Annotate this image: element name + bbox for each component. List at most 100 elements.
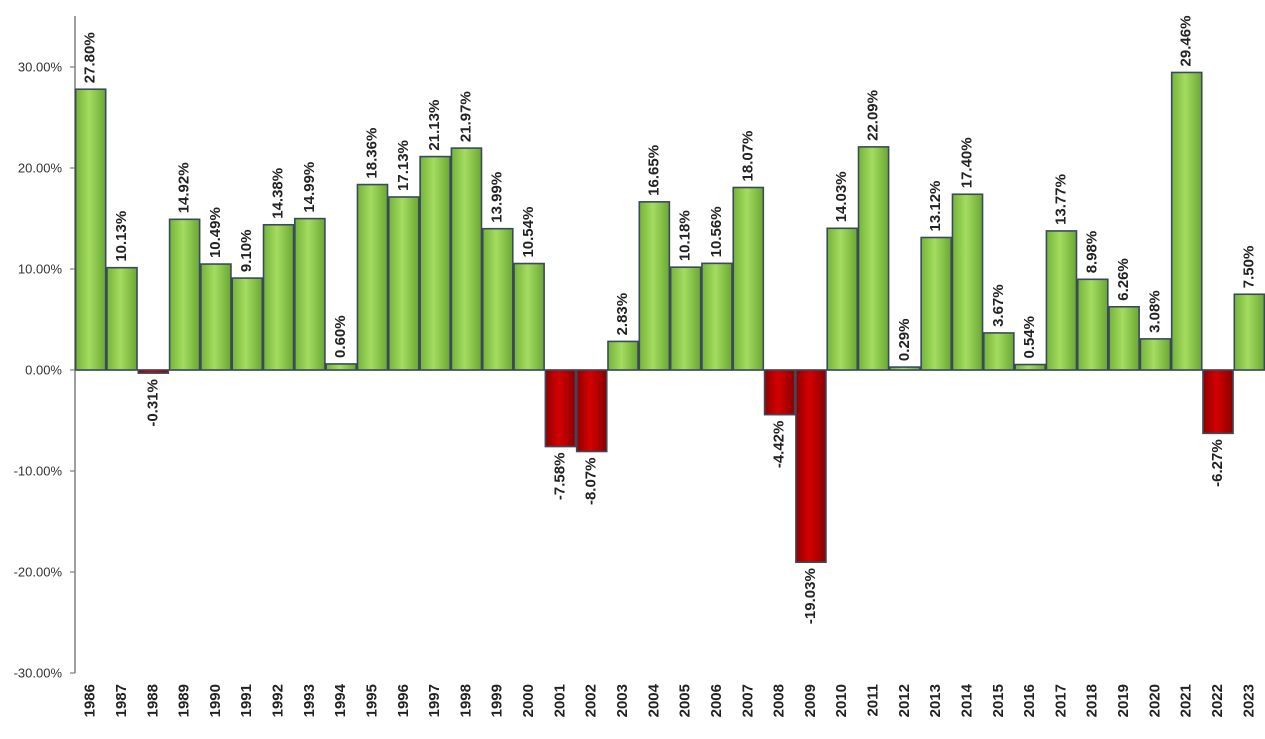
data-label-2017: 13.77% [1052,174,1069,225]
data-label-2006: 10.56% [708,206,725,257]
bar-2016 [1014,363,1046,371]
data-label-2014: 17.40% [958,137,975,188]
x-tick-label-2000: 2000 [520,684,537,717]
data-label-1999: 13.99% [489,172,506,223]
bar-2012 [889,366,921,371]
y-tick-label: -30.00% [14,666,63,681]
x-tick-label-2003: 2003 [614,684,631,717]
data-label-2016: 0.54% [1021,316,1038,359]
x-tick-label-1988: 1988 [144,684,161,717]
bar-1993 [294,217,326,371]
data-label-2020: 3.08% [1146,290,1163,333]
bar-2022 [1202,369,1234,435]
bar-2009 [795,369,827,564]
y-tick-label: -10.00% [14,464,63,479]
x-tick-label-1989: 1989 [176,684,193,717]
x-tick-label-2016: 2016 [1021,684,1038,717]
bar-1990 [200,263,232,371]
x-tick-label-1996: 1996 [395,684,412,717]
data-label-2022: -6.27% [1209,439,1226,487]
bar-2023 [1233,293,1265,371]
bar-1995 [356,183,389,371]
bar-2020 [1139,338,1172,371]
bar-1989 [168,218,201,371]
x-tick-label-2022: 2022 [1209,684,1226,717]
data-label-1987: 10.13% [113,211,130,262]
data-label-1991: 9.10% [238,230,255,273]
bar-2005 [669,266,702,371]
x-tick-label-1992: 1992 [270,684,287,717]
bar-1988 [137,369,170,374]
x-tick-label-2001: 2001 [551,684,568,717]
y-tick-label: -20.00% [14,565,63,580]
bar-1998 [450,147,483,371]
data-label-2002: -8.07% [583,458,600,506]
x-tick-label-2008: 2008 [771,684,788,717]
bar-2000 [513,262,545,371]
data-label-2008: -4.42% [771,421,788,469]
x-tick-label-1990: 1990 [207,684,224,717]
x-tick-label-2020: 2020 [1146,684,1163,717]
bar-2013 [920,236,953,371]
x-tick-label-1994: 1994 [332,683,349,717]
x-tick-label-2006: 2006 [708,684,725,717]
x-tick-label-2014: 2014 [958,683,975,717]
data-label-1990: 10.49% [207,207,224,258]
x-tick-label-2021: 2021 [1178,684,1195,717]
x-tick-label-2010: 2010 [833,684,850,717]
bar-1997 [419,155,451,371]
bar-2001 [544,369,577,448]
bar-2007 [732,186,765,371]
data-label-2009: -19.03% [802,568,819,624]
bar-2002 [575,369,608,453]
x-tick-label-1991: 1991 [238,684,255,717]
bar-2006 [701,262,733,371]
x-tick-label-2015: 2015 [990,684,1007,717]
data-label-1996: 17.13% [395,140,412,191]
data-label-2001: -7.58% [551,453,568,501]
bar-2018 [1076,278,1109,371]
data-label-1993: 14.99% [301,162,318,213]
data-label-1998: 21.97% [457,91,474,142]
x-tick-label-2005: 2005 [677,684,694,717]
x-tick-label-1987: 1987 [113,684,130,717]
data-label-1992: 14.38% [270,168,287,219]
bar-1992 [262,223,295,371]
bar-1991 [231,277,264,371]
data-label-2021: 29.46% [1178,16,1195,67]
bar-2011 [857,146,890,371]
data-label-2013: 13.12% [927,181,944,232]
x-tick-label-1993: 1993 [301,684,318,717]
data-label-2007: 18.07% [739,131,756,182]
data-label-2023: 7.50% [1240,246,1257,289]
x-tick-label-2017: 2017 [1052,684,1069,717]
x-tick-label-2004: 2004 [645,683,662,717]
data-label-2005: 10.18% [677,210,694,261]
data-label-2011: 22.09% [865,90,882,141]
data-label-2019: 6.26% [1115,258,1132,301]
x-tick-label-2009: 2009 [802,684,819,717]
bar-1994 [325,363,358,371]
data-label-2004: 16.65% [645,145,662,196]
y-tick-label: 30.00% [18,60,63,75]
data-labels: 27.80% 10.13% -0.31% 14.92% 10.49% 9.10% 14.38… [82,16,1258,624]
data-label-2018: 8.98% [1084,231,1101,274]
bars [74,71,1265,564]
x-tick-label-1999: 1999 [489,684,506,717]
x-tick-label-2012: 2012 [896,684,913,717]
bar-2008 [763,369,796,416]
data-label-2015: 3.67% [990,284,1007,327]
data-label-2012: 0.29% [896,319,913,362]
bar-1999 [481,227,514,371]
x-tick-label-2011: 2011 [865,684,882,717]
bar-2010 [826,227,859,371]
x-axis: 1986 1987 1988 1989 1990 1991 1992 1993 1994 1995… [82,683,1258,717]
data-label-1997: 21.13% [426,100,443,151]
x-tick-label-1995: 1995 [363,684,380,717]
data-label-2003: 2.83% [614,293,631,336]
bar-2021 [1170,71,1203,371]
x-tick-label-2013: 2013 [927,684,944,717]
y-tick-label: 10.00% [18,262,63,277]
y-tick-label: 20.00% [18,161,63,176]
